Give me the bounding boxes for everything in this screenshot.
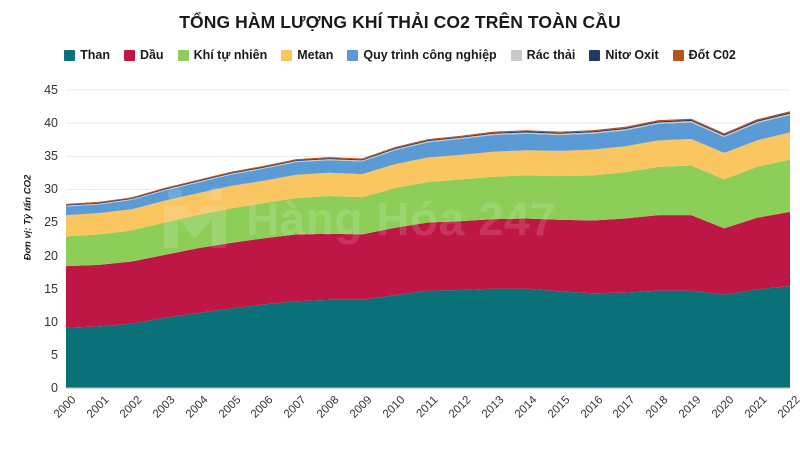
legend-item-4[interactable]: Quy trình công nghiệp (347, 48, 497, 62)
x-tick-label-20: 2020 (710, 394, 737, 421)
x-tick-label-6: 2006 (249, 394, 276, 421)
y-axis: 0 5 10 15 20 25 30 35 40 45 (0, 0, 58, 450)
x-tick-label-15: 2015 (545, 394, 573, 421)
legend-item-label: Khí tự nhiên (193, 48, 268, 62)
x-tick-label-11: 2011 (414, 394, 441, 420)
x-tick-label-3: 2003 (150, 394, 178, 421)
legend-swatch-icon (177, 49, 189, 61)
x-tick-label-8: 2008 (315, 394, 342, 421)
y-tick-label-9: 45 (44, 83, 58, 97)
x-axis: 2000 2001 2002 2003 2004 2005 2006 2007 2008 2009… (52, 390, 800, 448)
page-title: TỔNG HÀM LƯỢNG KHÍ THẢI CO2 TRÊN TOÀN CẦ… (179, 12, 621, 32)
y-tick-label-8: 40 (44, 116, 58, 131)
x-tick-label-12: 2012 (446, 394, 474, 421)
y-tick-label-3: 15 (44, 281, 58, 296)
legend-swatch-icon (123, 49, 135, 61)
legend-item-2[interactable]: Khí tự nhiên (177, 48, 268, 62)
x-tick-label-7: 2007 (282, 394, 309, 421)
legend-item-label: Đốt C02 (688, 48, 736, 62)
area-series-1 (66, 211, 790, 328)
plot-area (66, 89, 790, 389)
area-series-4 (66, 115, 790, 216)
y-tick-label-5: 25 (44, 215, 58, 230)
x-tick-label-22: 2022 (775, 394, 800, 421)
x-tick-label-1: 2001 (84, 394, 112, 421)
y-tick-label-1: 5 (51, 347, 58, 362)
x-tick-label-19: 2019 (677, 394, 704, 421)
y-tick-label-2: 10 (44, 314, 58, 329)
legend-swatch-icon (672, 49, 684, 61)
y-tick-label-4: 20 (44, 248, 58, 263)
legend-item-label: Rác thải (526, 48, 576, 62)
y-tick-label-7: 35 (44, 149, 58, 164)
x-tick-label-10: 2010 (380, 394, 408, 421)
legend-swatch-icon (281, 49, 293, 61)
legend-swatch-icon (510, 49, 522, 61)
stacked-area-chart (66, 89, 790, 389)
legend-swatch-icon (347, 49, 359, 61)
legend-swatch-icon (64, 49, 76, 61)
x-tick-label-16: 2016 (578, 394, 606, 421)
legend-item-3[interactable]: Metan (281, 48, 333, 62)
legend-item-5[interactable]: Rác thải (510, 48, 576, 62)
y-tick-label-6: 30 (44, 182, 58, 197)
x-tick-label-17: 2017 (611, 394, 638, 421)
x-tick-label-21: 2021 (742, 394, 770, 421)
area-series-2 (66, 159, 790, 267)
legend-item-label: Than (80, 48, 110, 62)
legend-swatch-icon (589, 49, 601, 61)
legend-item-7[interactable]: Đốt C02 (672, 48, 736, 62)
legend-item-label: Quy trình công nghiệp (363, 48, 497, 62)
area-series-0 (66, 286, 790, 388)
y-tick-label-0: 0 (51, 381, 58, 395)
legend-item-1[interactable]: Dầu (123, 48, 164, 62)
legend-item-6[interactable]: Nitơ Oxit (589, 48, 659, 62)
y-axis-title: Đơn vị: Tỷ tấn CO2 (22, 174, 34, 261)
legend-item-0[interactable]: Than (64, 48, 110, 62)
x-tick-label-4: 2004 (183, 394, 211, 421)
legend-item-label: Dầu (139, 48, 164, 62)
chart-legend: Than Dầu Khí tự nhiên Metan Quy trình công n… (0, 48, 800, 62)
x-tick-label-2: 2002 (117, 394, 145, 421)
area-series-7 (66, 111, 790, 205)
x-tick-label-5: 2005 (216, 394, 244, 421)
x-tick-label-13: 2013 (479, 394, 507, 421)
x-tick-label-14: 2014 (512, 394, 540, 421)
legend-item-label: Nitơ Oxit (605, 48, 659, 62)
x-tick-label-9: 2009 (348, 394, 375, 421)
area-series-5 (66, 113, 790, 207)
legend-item-label: Metan (297, 48, 334, 62)
x-tick-label-18: 2018 (644, 394, 671, 421)
area-series-3 (66, 132, 790, 237)
